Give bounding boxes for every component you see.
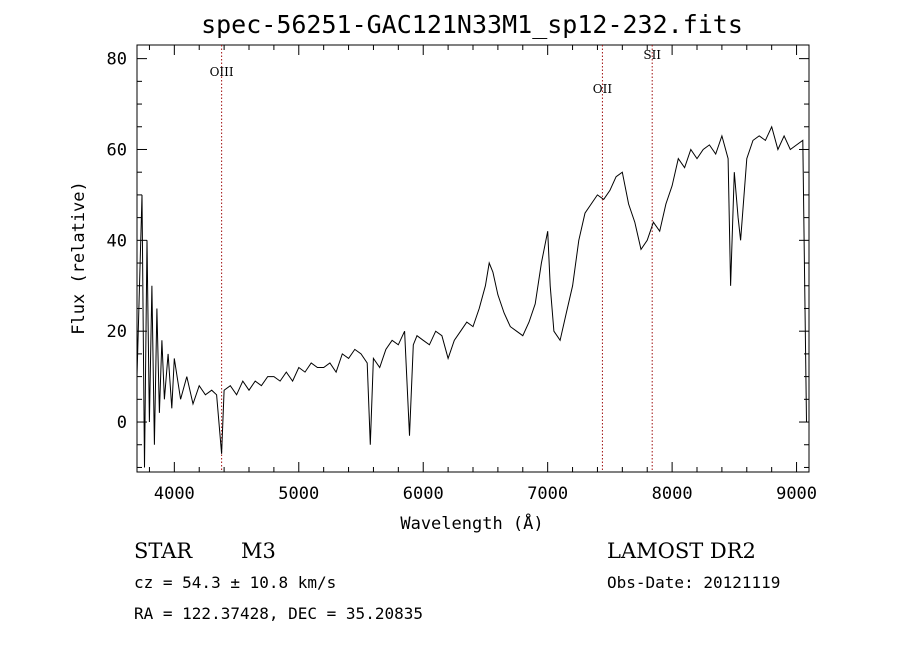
emission-line-label: OIII [210,65,234,79]
x-tick-label: 5000 [278,484,319,504]
x-tick-label: 4000 [154,484,195,504]
emission-line-markers: OIII OII SII [210,45,661,472]
spectrum-series-line [136,125,807,468]
axis-tick-labels: 4000 5000 6000 7000 8000 9000 0 20 40 60 80 [107,50,818,504]
redshift-text: cz = 54.3 ± 10.8 km/s [134,573,336,592]
survey-name: LAMOST DR2 [607,539,756,563]
plot-frame [136,44,810,473]
y-tick-label: 40 [107,231,127,251]
x-tick-label: 6000 [403,484,444,504]
y-tick-label: 60 [107,140,127,160]
x-tick-label: 9000 [776,484,817,504]
emission-line-label: OII [593,82,613,96]
chart-title: spec-56251-GAC121N33M1_sp12-232.fits [201,10,743,39]
emission-line-label: SII [643,48,661,62]
obs-date-text: Obs-Date: 20121119 [607,573,780,592]
object-class: STAR [134,539,193,563]
y-axis-label: Flux (relative) [69,181,89,335]
y-tick-label: 20 [107,322,127,342]
y-tick-label: 80 [107,50,127,70]
x-tick-label: 8000 [652,484,693,504]
y-tick-label: 0 [117,413,127,433]
coordinates-text: RA = 122.37428, DEC = 35.20835 [134,604,423,623]
x-tick-label: 7000 [527,484,568,504]
axis-ticks [137,45,809,472]
object-subclass: M3 [241,539,276,563]
x-axis-label: Wavelength (Å) [400,512,543,534]
